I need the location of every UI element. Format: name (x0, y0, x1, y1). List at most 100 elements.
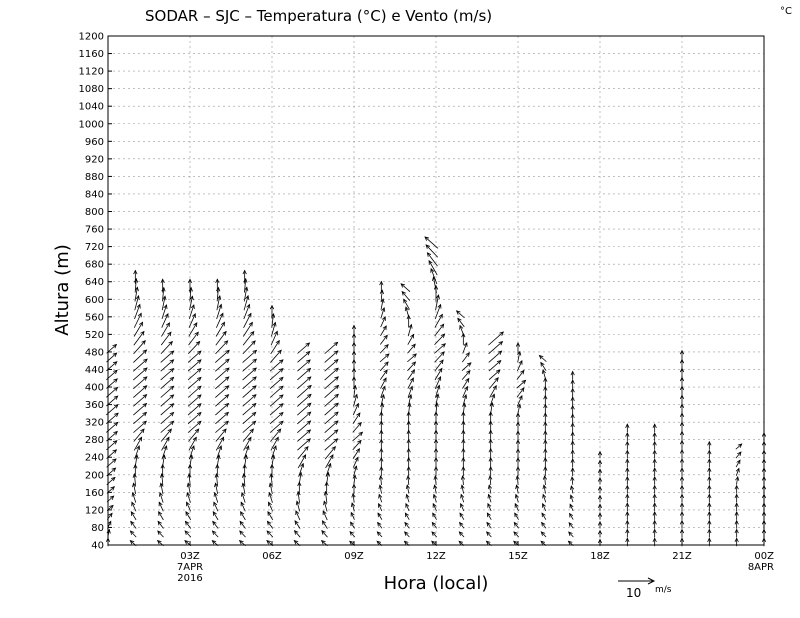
wind-vector (514, 512, 519, 520)
wind-vector (215, 340, 229, 355)
wind-vector (129, 530, 137, 538)
wind-vector (268, 501, 273, 512)
wind-vector (270, 330, 278, 346)
wind-vector (353, 393, 358, 407)
wind-vector (242, 269, 247, 284)
wind-vector (216, 295, 222, 311)
wind-vector (378, 475, 384, 485)
y-tick-label: 520 (85, 330, 104, 341)
wind-vector (243, 445, 250, 460)
y-tick-label: 280 (85, 435, 104, 446)
wind-vector (378, 484, 383, 494)
wind-vector (297, 350, 311, 363)
wind-vector (406, 475, 411, 485)
wind-vector (460, 484, 465, 494)
wind-vector (434, 375, 442, 390)
wind-vector (215, 411, 230, 425)
wind-vector (597, 529, 603, 538)
wind-vector (568, 531, 574, 538)
wind-vector (541, 369, 547, 380)
wind-vector (707, 511, 712, 520)
wind-vector (324, 429, 339, 442)
wind-vector (707, 484, 712, 494)
wind-vector (734, 519, 739, 529)
wind-vector (352, 439, 362, 451)
wind-vector (570, 449, 575, 459)
wind-vector (239, 520, 246, 529)
wind-vector (324, 376, 339, 390)
wind-vector (652, 493, 657, 503)
wind-vector (516, 379, 527, 389)
wind-vector (269, 359, 284, 372)
wind-vector (161, 313, 169, 328)
wind-vector (652, 449, 657, 459)
wind-vector (297, 429, 312, 442)
x-tick-label: 09Z (344, 551, 364, 562)
wind-vector (457, 317, 465, 328)
wind-vector (625, 467, 630, 476)
wind-vector (134, 445, 141, 460)
wind-vector (679, 502, 685, 512)
x-tick-label: 03Z (180, 551, 200, 562)
wind-vector (133, 420, 147, 433)
wind-vector (270, 339, 280, 355)
wind-vector (735, 476, 740, 485)
wind-vector (160, 394, 175, 407)
wind-vector (569, 503, 574, 512)
wind-vector (570, 485, 575, 494)
wind-vector (679, 484, 685, 494)
wind-vector (293, 530, 301, 538)
wind-vector (570, 404, 575, 415)
wind-vector (652, 511, 657, 520)
wind-vector (487, 493, 492, 503)
wind-vector (214, 482, 219, 495)
wind-vector (431, 531, 438, 538)
wind-vector (707, 475, 712, 485)
wind-vector (187, 376, 202, 390)
wind-vector (158, 511, 164, 521)
wind-vector (212, 520, 219, 529)
wind-vector (130, 511, 137, 521)
wind-vector (133, 411, 148, 425)
wind-vector (517, 403, 522, 416)
wind-vector (597, 450, 603, 459)
wind-vector (242, 340, 256, 355)
wind-vector (734, 484, 739, 494)
wind-vector (215, 358, 230, 372)
wind-vector (297, 393, 312, 407)
wind-vector (459, 512, 465, 520)
wind-vector (380, 316, 386, 328)
wind-vector (352, 421, 362, 433)
wind-vector (625, 519, 630, 529)
wind-vector (187, 368, 202, 381)
wind-vector (486, 512, 492, 520)
y-tick-label: 320 (85, 418, 104, 429)
wind-vector (652, 458, 657, 468)
wind-vector (324, 358, 339, 372)
wind-vector (242, 402, 257, 416)
wind-vector (214, 473, 219, 486)
wind-vector (133, 349, 148, 363)
wind-vector (270, 445, 277, 460)
wind-vector (241, 473, 247, 486)
wind-vector (404, 306, 410, 319)
wind-vector (513, 521, 519, 529)
y-axis-label: Altura (m) (52, 244, 73, 336)
wind-vector (652, 484, 657, 494)
wind-vector (434, 333, 446, 346)
wind-vector (735, 467, 740, 477)
wind-vector (133, 402, 148, 416)
wind-vector (297, 342, 311, 354)
wind-vector (406, 456, 411, 468)
wind-vector (433, 475, 438, 485)
wind-vector (407, 353, 417, 363)
wind-vector (652, 467, 657, 476)
wind-vector (707, 449, 712, 459)
wind-vector (625, 484, 630, 494)
wind-vector (379, 466, 384, 477)
wind-vector (188, 322, 198, 337)
wind-vector (487, 484, 492, 494)
wind-vector (297, 420, 312, 433)
wind-vector (707, 467, 712, 476)
